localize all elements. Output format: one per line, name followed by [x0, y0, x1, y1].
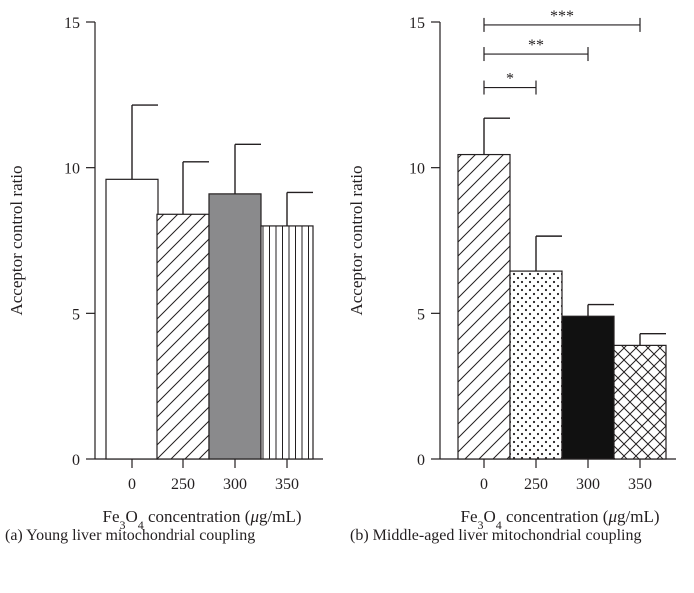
- caption-b: (b) Middle-aged liver mitochondrial coup…: [350, 527, 642, 544]
- x-tick-label: 0: [128, 476, 136, 493]
- significance-label: ***: [550, 8, 574, 25]
- bar: [208, 193, 262, 460]
- x-tick-label: 300: [576, 476, 600, 493]
- y-tick-label: 15: [409, 15, 425, 32]
- bar: [613, 344, 667, 460]
- bar: [561, 315, 615, 460]
- y-axis-label: Acceptor control ratio: [347, 165, 366, 315]
- x-tick-label: 250: [524, 476, 548, 493]
- chart-panel-a: 0 5 10 15 Acceptor control ratio 0 250 300 350 Fe…: [7, 15, 323, 532]
- caption-a: (a) Young liver mitochondrial coupling: [5, 527, 256, 544]
- y-axis-label: Acceptor control ratio: [7, 165, 26, 315]
- chart-panel-b: 0 5 10 15 Acceptor control ratio 0 250 300 350 Fe…: [347, 8, 676, 532]
- y-tick-label: 15: [64, 15, 80, 32]
- x-tick-label: 350: [275, 476, 299, 493]
- y-tick-label: 5: [72, 306, 80, 323]
- bar: [457, 153, 511, 460]
- x-axis-label: Fe3O4 concentration (μg/mL): [102, 507, 301, 532]
- significance-label: **: [528, 37, 544, 54]
- x-tick-label: 0: [480, 476, 488, 493]
- bar: [260, 225, 314, 460]
- x-tick-label: 250: [171, 476, 195, 493]
- y-tick-label: 0: [417, 452, 425, 469]
- x-axis-label: Fe3O4 concentration (μg/mL): [460, 507, 659, 532]
- y-tick-label: 10: [64, 161, 80, 178]
- x-tick-label: 350: [628, 476, 652, 493]
- significance-label: *: [506, 71, 514, 88]
- y-tick-label: 5: [417, 306, 425, 323]
- bar: [105, 178, 159, 460]
- bar: [156, 213, 210, 460]
- x-tick-label: 300: [223, 476, 247, 493]
- bar: [509, 270, 563, 460]
- y-tick-label: 10: [409, 161, 425, 178]
- y-tick-label: 0: [72, 452, 80, 469]
